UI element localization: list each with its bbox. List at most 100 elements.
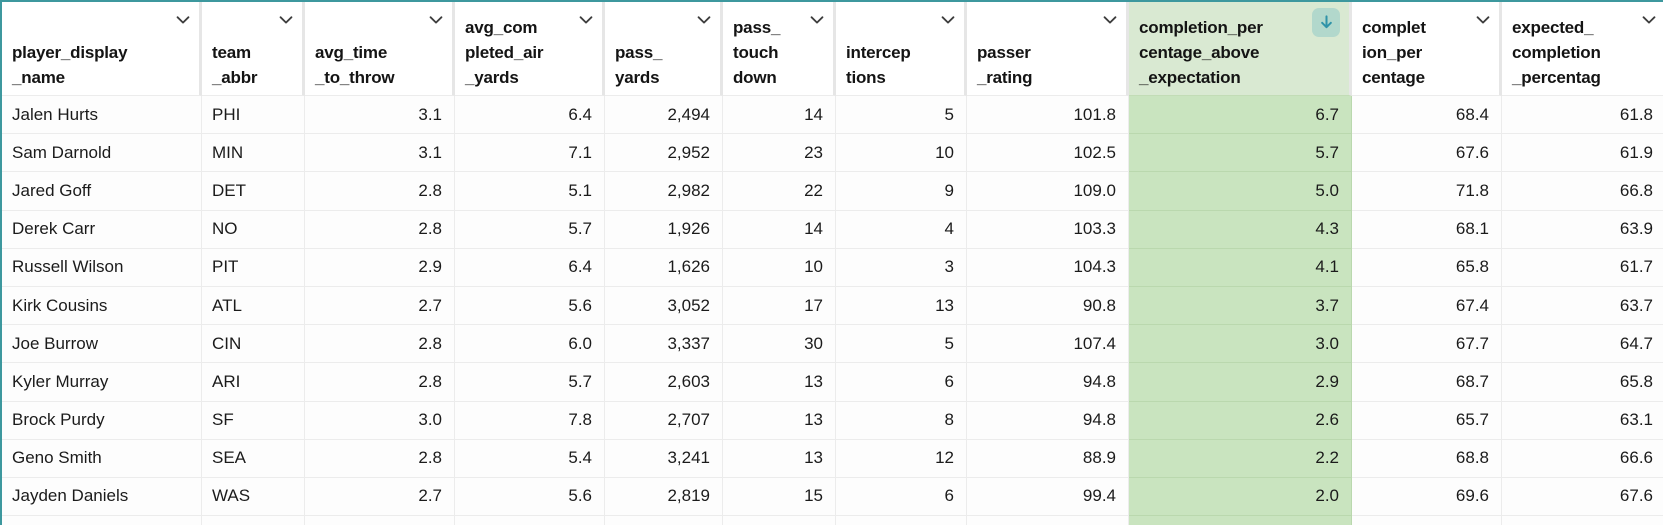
cell-passer_rating[interactable]: 101.8 bbox=[967, 96, 1129, 135]
cell-avg_completed_air_yards[interactable]: 7.1 bbox=[455, 134, 605, 173]
chevron-down-icon[interactable] bbox=[174, 11, 192, 29]
cell-completion_percentage_above_expectation[interactable]: 5.0 bbox=[1129, 172, 1352, 211]
cell-passer_rating[interactable]: 99.4 bbox=[967, 477, 1129, 517]
cell-completion_percentage[interactable]: 68.1 bbox=[1352, 210, 1502, 249]
cell-avg_time_to_throw[interactable]: 2.7 bbox=[305, 286, 455, 326]
cell-pass_touchdown[interactable]: 13 bbox=[723, 363, 836, 402]
cell-interceptions[interactable]: 6 bbox=[836, 363, 967, 402]
cell-avg_time_to_throw[interactable]: 2.8 bbox=[305, 439, 455, 478]
cell-pass_touchdown[interactable]: 14 bbox=[723, 96, 836, 135]
cell-passer_rating[interactable]: 103.3 bbox=[967, 210, 1129, 249]
cell-completion_percentage[interactable]: 67.6 bbox=[1352, 134, 1502, 173]
column-header-player_display_name[interactable]: player_display _name bbox=[2, 2, 202, 96]
cell-pass_yards[interactable]: 2,982 bbox=[605, 172, 723, 211]
cell-player_display_name[interactable]: Brock Purdy bbox=[2, 401, 202, 440]
cell-pass_yards[interactable]: 2,707 bbox=[605, 401, 723, 440]
cell-passer_rating[interactable]: 102.5 bbox=[967, 134, 1129, 173]
cell-pass_touchdown[interactable]: 10 bbox=[723, 248, 836, 287]
cell-pass_touchdown[interactable]: 22 bbox=[723, 172, 836, 211]
cell-player_display_name[interactable]: Joe Burrow bbox=[2, 325, 202, 364]
cell-player_display_name[interactable]: Sam Darnold bbox=[2, 134, 202, 173]
cell-avg_completed_air_yards[interactable]: 5.7 bbox=[455, 210, 605, 249]
cell-pass_yards[interactable]: 3,337 bbox=[605, 325, 723, 364]
cell-expected_completion_percentage_truncated[interactable]: 65.8 bbox=[1502, 363, 1663, 402]
cell-pass_touchdown[interactable]: 13 bbox=[723, 439, 836, 478]
cell-team_abbr[interactable]: CIN bbox=[202, 325, 305, 364]
cell-passer_rating[interactable]: 107.4 bbox=[967, 325, 1129, 364]
cell-team_abbr[interactable]: ARI bbox=[202, 363, 305, 402]
cell-completion_percentage_above_expectation[interactable]: 3.0 bbox=[1129, 325, 1352, 364]
cell-completion_percentage[interactable]: 68.4 bbox=[1352, 96, 1502, 135]
cell-avg_completed_air_yards[interactable]: 7.8 bbox=[455, 401, 605, 440]
column-header-interceptions[interactable]: intercep tions bbox=[836, 2, 967, 96]
cell-avg_completed_air_yards[interactable]: 5.6 bbox=[455, 286, 605, 326]
cell-team_abbr[interactable]: ATL bbox=[202, 286, 305, 326]
cell-completion_percentage_above_expectation[interactable]: 6.7 bbox=[1129, 96, 1352, 135]
cell-avg_time_to_throw[interactable]: 3.1 bbox=[305, 96, 455, 135]
cell-completion_percentage[interactable]: 68.7 bbox=[1352, 363, 1502, 402]
cell-completion_percentage_above_expectation[interactable]: 2.9 bbox=[1129, 363, 1352, 402]
cell-expected_completion_percentage_truncated[interactable]: 63.7 bbox=[1502, 287, 1663, 326]
cell-pass_yards[interactable]: 1,626 bbox=[605, 248, 723, 287]
cell-expected_completion_percentage_truncated[interactable]: 63.1 bbox=[1502, 402, 1663, 440]
cell-team_abbr[interactable]: PHI bbox=[202, 96, 305, 135]
cell-team_abbr[interactable]: MIN bbox=[202, 134, 305, 173]
cell-completion_percentage[interactable]: 67.4 bbox=[1352, 286, 1502, 326]
cell-completion_percentage_above_expectation[interactable]: 2.6 bbox=[1129, 401, 1352, 440]
cell-team_abbr[interactable]: NO bbox=[202, 210, 305, 249]
cell-player_display_name[interactable]: Jalen Hurts bbox=[2, 96, 202, 135]
cell-completion_percentage_above_expectation[interactable]: 2.0 bbox=[1129, 477, 1352, 517]
chevron-down-icon[interactable] bbox=[1640, 11, 1658, 29]
column-header-expected_completion_percentage_truncated[interactable]: expected_ completion _percentag bbox=[1502, 2, 1663, 96]
column-header-passer_rating[interactable]: passer _rating bbox=[967, 2, 1129, 96]
cell-passer_rating[interactable]: 94.8 bbox=[967, 363, 1129, 402]
cell-completion_percentage[interactable]: 65.8 bbox=[1352, 248, 1502, 287]
cell-passer_rating[interactable]: 88.9 bbox=[967, 439, 1129, 478]
column-header-avg_completed_air_yards[interactable]: avg_com pleted_air _yards bbox=[455, 2, 605, 96]
cell-interceptions[interactable]: 4 bbox=[836, 210, 967, 249]
cell-interceptions[interactable]: 13 bbox=[836, 286, 967, 326]
cell-completion_percentage[interactable]: 67.7 bbox=[1352, 325, 1502, 364]
cell-completion_percentage[interactable]: 65.7 bbox=[1352, 401, 1502, 440]
cell-expected_completion_percentage_truncated[interactable]: 66.6 bbox=[1502, 440, 1663, 478]
cell-interceptions[interactable]: 9 bbox=[836, 172, 967, 211]
cell-player_display_name[interactable]: Kyler Murray bbox=[2, 363, 202, 402]
cell-interceptions[interactable]: 10 bbox=[836, 134, 967, 173]
cell-avg_completed_air_yards[interactable]: 5.7 bbox=[455, 363, 605, 402]
cell-pass_touchdown[interactable]: 23 bbox=[723, 134, 836, 173]
cell-passer_rating[interactable]: 94.8 bbox=[967, 401, 1129, 440]
cell-team_abbr[interactable]: DET bbox=[202, 172, 305, 211]
column-header-team_abbr[interactable]: team _abbr bbox=[202, 2, 305, 96]
cell-completion_percentage[interactable]: 71.8 bbox=[1352, 172, 1502, 211]
chevron-down-icon[interactable] bbox=[695, 11, 713, 29]
cell-interceptions[interactable]: 5 bbox=[836, 96, 967, 135]
chevron-down-icon[interactable] bbox=[277, 11, 295, 29]
cell-completion_percentage_above_expectation[interactable]: 3.7 bbox=[1129, 286, 1352, 326]
cell-pass_yards[interactable]: 3,241 bbox=[605, 439, 723, 478]
cell-pass_yards[interactable]: 3,052 bbox=[605, 286, 723, 326]
chevron-down-icon[interactable] bbox=[939, 11, 957, 29]
cell-avg_completed_air_yards[interactable]: 6.4 bbox=[455, 96, 605, 135]
chevron-down-icon[interactable] bbox=[808, 11, 826, 29]
column-header-completion_percentage[interactable]: complet ion_per centage bbox=[1352, 2, 1502, 96]
cell-avg_completed_air_yards[interactable]: 5.4 bbox=[455, 439, 605, 478]
cell-completion_percentage_above_expectation[interactable]: 2.2 bbox=[1129, 439, 1352, 478]
cell-interceptions[interactable]: 5 bbox=[836, 325, 967, 364]
cell-interceptions[interactable]: 12 bbox=[836, 439, 967, 478]
cell-avg_time_to_throw[interactable]: 2.8 bbox=[305, 210, 455, 249]
cell-avg_completed_air_yards[interactable]: 5.6 bbox=[455, 477, 605, 517]
cell-avg_time_to_throw[interactable]: 2.9 bbox=[305, 248, 455, 287]
cell-interceptions[interactable]: 8 bbox=[836, 401, 967, 440]
cell-interceptions[interactable]: 3 bbox=[836, 248, 967, 287]
cell-completion_percentage_above_expectation[interactable]: 4.1 bbox=[1129, 248, 1352, 287]
column-header-avg_time_to_throw[interactable]: avg_time _to_throw bbox=[305, 2, 455, 96]
chevron-down-icon[interactable] bbox=[427, 11, 445, 29]
cell-expected_completion_percentage_truncated[interactable]: 67.6 bbox=[1502, 478, 1663, 517]
cell-pass_touchdown[interactable]: 14 bbox=[723, 210, 836, 249]
cell-avg_time_to_throw[interactable]: 2.8 bbox=[305, 172, 455, 211]
chevron-down-icon[interactable] bbox=[1101, 11, 1119, 29]
cell-avg_time_to_throw[interactable]: 2.7 bbox=[305, 477, 455, 517]
chevron-down-icon[interactable] bbox=[577, 11, 595, 29]
cell-avg_time_to_throw[interactable]: 3.1 bbox=[305, 134, 455, 173]
cell-team_abbr[interactable]: SF bbox=[202, 401, 305, 440]
